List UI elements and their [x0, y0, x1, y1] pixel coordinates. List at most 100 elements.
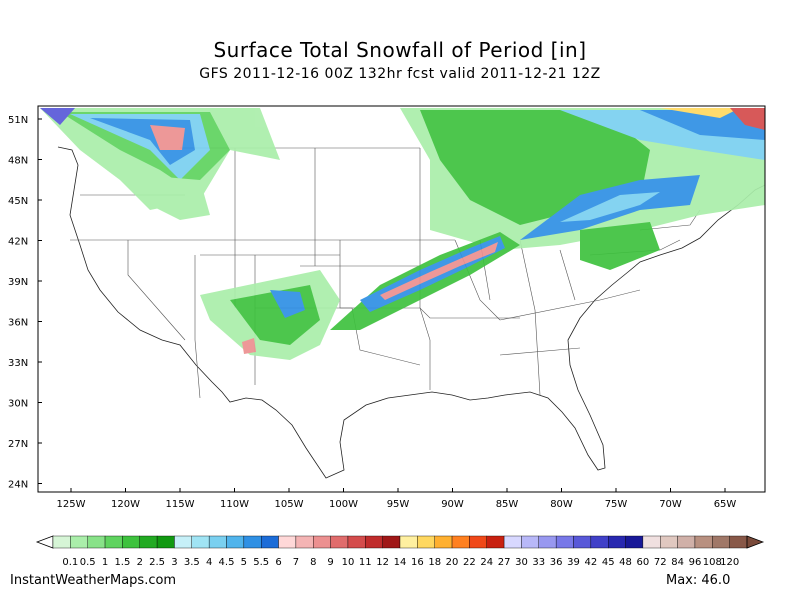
- legend-swatch: [660, 535, 678, 549]
- lat-tick-label: 33N: [8, 358, 28, 369]
- legend-value-label: 1.5: [114, 557, 130, 568]
- legend-swatch: [261, 535, 279, 549]
- legend-value-label: 120: [720, 557, 739, 568]
- legend-value-label: 3.5: [184, 557, 200, 568]
- lat-tick-label: 42N: [8, 237, 28, 248]
- legend-swatch: [417, 535, 435, 549]
- legend-swatch: [191, 535, 210, 549]
- legend-value-label: 9: [327, 557, 333, 568]
- legend-swatch: [208, 535, 227, 549]
- legend-swatch: [104, 535, 123, 549]
- legend-low-arrow: [35, 535, 54, 549]
- legend-value-label: 20: [446, 557, 459, 568]
- legend-high-arrow: [746, 535, 765, 549]
- legend-swatch: [555, 535, 574, 549]
- source-credit: InstantWeatherMaps.com: [10, 573, 177, 588]
- legend-swatch: [451, 535, 470, 549]
- legend-swatch: [434, 535, 453, 549]
- lon-tick-label: 90W: [441, 499, 464, 510]
- legend-swatch: [712, 535, 730, 549]
- legend-swatch: [677, 535, 696, 549]
- lat-tick-label: 39N: [8, 277, 28, 288]
- legend-value-label: 39: [567, 557, 580, 568]
- legend-swatch: [503, 535, 522, 549]
- lat-tick-label: 30N: [8, 399, 28, 410]
- legend-swatch: [469, 535, 487, 549]
- max-value-label: Max: 46.0: [666, 573, 731, 588]
- lat-tick-label: 45N: [8, 196, 28, 207]
- coastline: [57, 146, 765, 479]
- legend-swatch: [139, 535, 158, 549]
- legend-swatch: [122, 535, 140, 549]
- map-subtitle: GFS 2011-12-16 00Z 132hr fcst valid 2011…: [199, 66, 601, 82]
- legend-swatch: [70, 535, 88, 549]
- lon-tick-label: 65W: [714, 499, 737, 510]
- legend-value-label: 96: [689, 557, 702, 568]
- legend-value-label: 48: [619, 557, 632, 568]
- legend-value-label: 45: [602, 557, 615, 568]
- snowfall-shading: [40, 108, 765, 360]
- lon-tick-label: 95W: [387, 499, 410, 510]
- lon-tick-label: 80W: [550, 499, 573, 510]
- lat-tick-label: 48N: [8, 156, 28, 167]
- legend-swatch: [625, 535, 644, 549]
- lat-tick-label: 36N: [8, 318, 28, 329]
- legend-value-label: 24: [480, 557, 493, 568]
- map-title: Surface Total Snowfall of Period [in]: [213, 38, 587, 62]
- legend-value-label: 16: [411, 557, 424, 568]
- legend-swatch: [243, 535, 262, 549]
- legend-value-label: 6: [275, 557, 281, 568]
- lon-tick-label: 110W: [220, 499, 249, 510]
- latitude-tick-labels: 51N 48N 45N 42N 39N 36N 33N 30N 27N 24N: [8, 115, 42, 491]
- legend-swatch: [295, 535, 314, 549]
- legend-value-label: 10: [342, 557, 355, 568]
- lon-tick-label: 120W: [111, 499, 140, 510]
- legend-value-label: 30: [515, 557, 528, 568]
- legend-value-label: 5.5: [253, 557, 269, 568]
- legend-swatch: [538, 535, 557, 549]
- lon-tick-label: 100W: [329, 499, 358, 510]
- legend-swatch: [313, 535, 331, 549]
- legend-value-label: 14: [394, 557, 407, 568]
- legend-value-label: 42: [584, 557, 597, 568]
- legend-value-label: 4.5: [219, 557, 235, 568]
- legend-swatch: [521, 535, 540, 549]
- legend-value-label: 33: [532, 557, 545, 568]
- legend-swatch: [486, 535, 505, 549]
- legend-swatch: [174, 535, 192, 549]
- legend-value-label: 108: [703, 557, 722, 568]
- legend-labels: 0.1 0.5 1 1.5 2 2.5 3 3.5 4 4.5 5 5.5 6 7 8 9 10 11 12 14 16…: [62, 557, 739, 568]
- lat-tick-label: 27N: [8, 439, 28, 450]
- legend-value-label: 72: [654, 557, 667, 568]
- legend-swatch: [52, 535, 71, 549]
- lat-tick-label: 24N: [8, 480, 28, 491]
- legend-swatch: [226, 535, 245, 549]
- legend-value-label: 3: [171, 557, 177, 568]
- legend-swatch: [399, 535, 418, 549]
- lon-tick-label: 115W: [166, 499, 195, 510]
- lon-tick-label: 70W: [659, 499, 682, 510]
- legend-value-label: 27: [498, 557, 511, 568]
- legend-swatch: [573, 535, 592, 549]
- longitude-tick-labels: 125W 120W 115W 110W 105W 100W 95W 90W 85W 80W 75W 7…: [57, 488, 737, 510]
- legend-value-label: 11: [359, 557, 372, 568]
- legend-value-label: 7: [293, 557, 299, 568]
- legend-value-label: 84: [671, 557, 684, 568]
- lon-tick-label: 85W: [496, 499, 519, 510]
- legend-swatch: [382, 535, 401, 549]
- legend-color-boxes: [35, 535, 765, 549]
- legend-swatch: [330, 535, 349, 549]
- legend-value-label: 0.5: [80, 557, 96, 568]
- legend-value-label: 2.5: [149, 557, 165, 568]
- legend-swatch: [347, 535, 366, 549]
- legend-value-label: 60: [637, 557, 650, 568]
- legend-value-label: 22: [463, 557, 476, 568]
- legend-value-label: 4: [206, 557, 212, 568]
- legend-value-label: 18: [428, 557, 441, 568]
- legend-swatch: [156, 535, 175, 549]
- legend-value-label: 0.1: [62, 557, 78, 568]
- legend-swatch: [365, 535, 383, 549]
- lon-tick-label: 75W: [605, 499, 628, 510]
